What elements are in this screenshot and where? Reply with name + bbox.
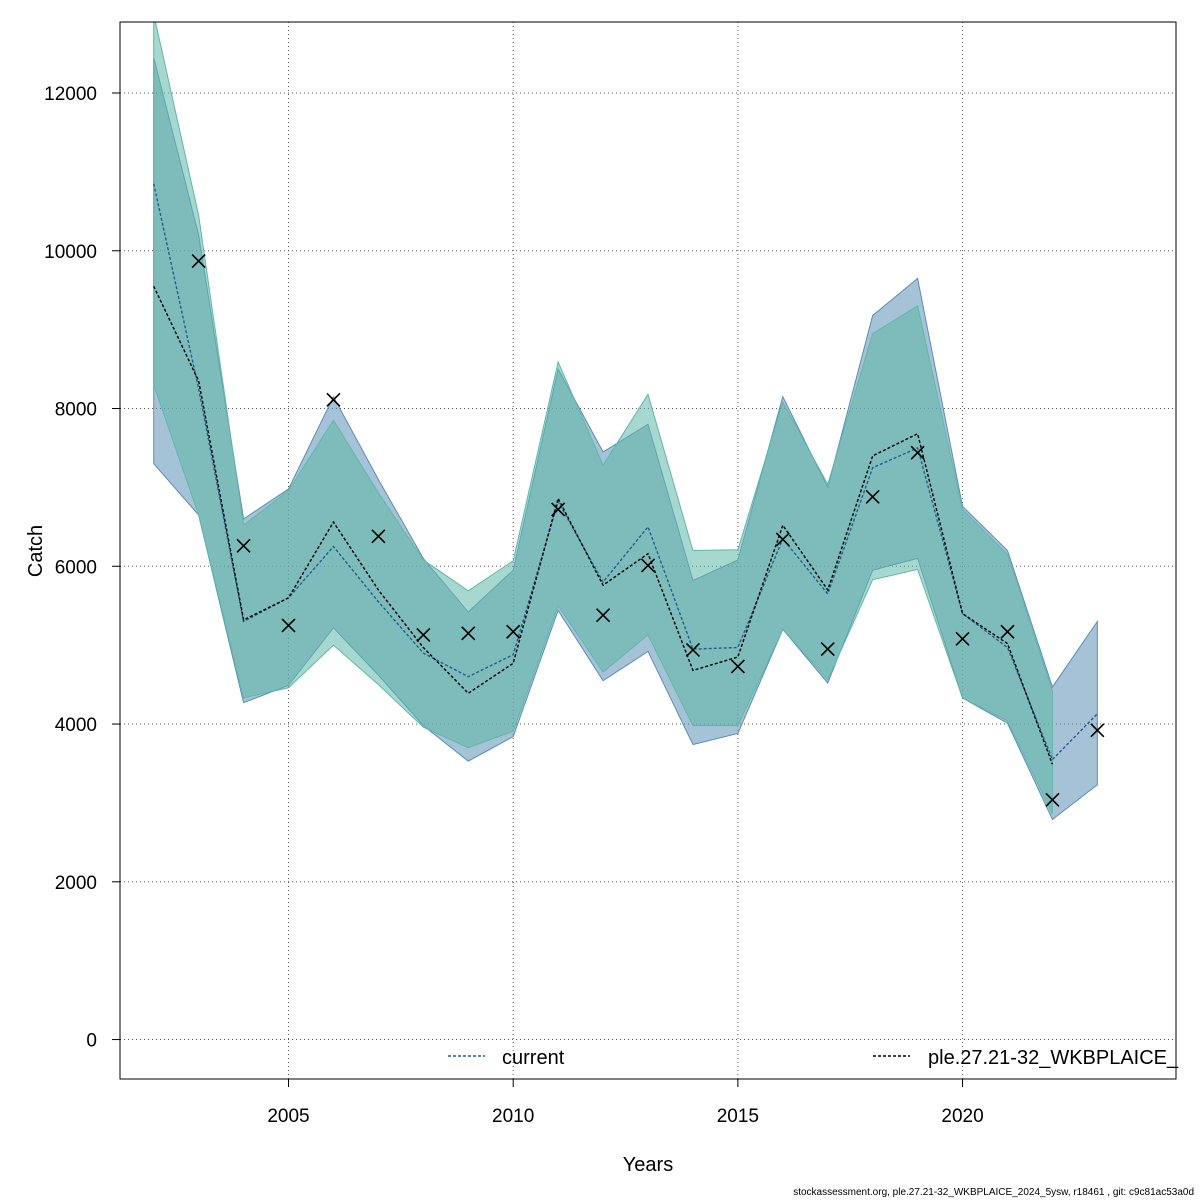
y-tick-label: 12000 (44, 84, 97, 105)
observation-point (775, 532, 790, 547)
y-axis-title: Catch (25, 525, 47, 577)
y-tick-label: 4000 (55, 715, 97, 736)
y-tick-label: 8000 (55, 400, 97, 421)
confidence-bands (153, 22, 1098, 821)
footer-note: stockassessment.org, ple.27.21-32_WKBPLA… (793, 1187, 1194, 1198)
confidence-band-series-2 (153, 22, 1053, 815)
observation-point (730, 659, 745, 674)
observation-point (640, 558, 656, 573)
x-tick-label: 2005 (267, 1106, 309, 1127)
observation-point (506, 624, 521, 639)
legend-label-series-2: ple.27.21-32_WKBPLAICE_ (928, 1047, 1179, 1069)
observation-point (461, 626, 476, 641)
observation-point (191, 253, 206, 269)
x-tick-label: 2015 (717, 1106, 759, 1127)
x-tick-label: 2010 (492, 1106, 534, 1127)
plot-frame (119, 21, 1177, 1080)
observation-point (820, 642, 835, 657)
observation-point (236, 538, 251, 553)
observation-point (910, 445, 925, 460)
x-axis-title: Years (623, 1154, 673, 1176)
estimate-lines (153, 183, 1098, 765)
legend: current ple.27.21-32_WKBPLAICE_ (448, 1047, 1179, 1069)
y-axis-ticks: 0 2000 4000 6000 8000 10000 12000 (44, 84, 120, 1052)
observation-point (326, 392, 341, 407)
observation-point (955, 631, 970, 646)
y-tick-label: 0 (86, 1031, 97, 1052)
x-axis-ticks: 2005 2010 2015 2020 (267, 1079, 984, 1127)
estimate-line-series-2 (153, 285, 1054, 765)
observation-markers (191, 253, 1105, 807)
legend-label-series-1: current (502, 1047, 565, 1069)
observation-point (281, 618, 296, 633)
observation-point (551, 502, 566, 517)
observation-point (595, 608, 611, 623)
x-tick-label: 2020 (941, 1106, 983, 1127)
observation-point (371, 529, 386, 544)
y-tick-label: 10000 (44, 242, 97, 263)
observation-point (865, 489, 880, 504)
observation-point (685, 642, 701, 657)
y-tick-label: 2000 (55, 873, 97, 894)
observation-point (1090, 723, 1105, 738)
y-tick-label: 6000 (55, 557, 97, 578)
estimate-line-series-1 (153, 183, 1098, 761)
observation-point (1045, 792, 1060, 807)
observation-point (1000, 624, 1015, 639)
observation-point (416, 627, 431, 642)
